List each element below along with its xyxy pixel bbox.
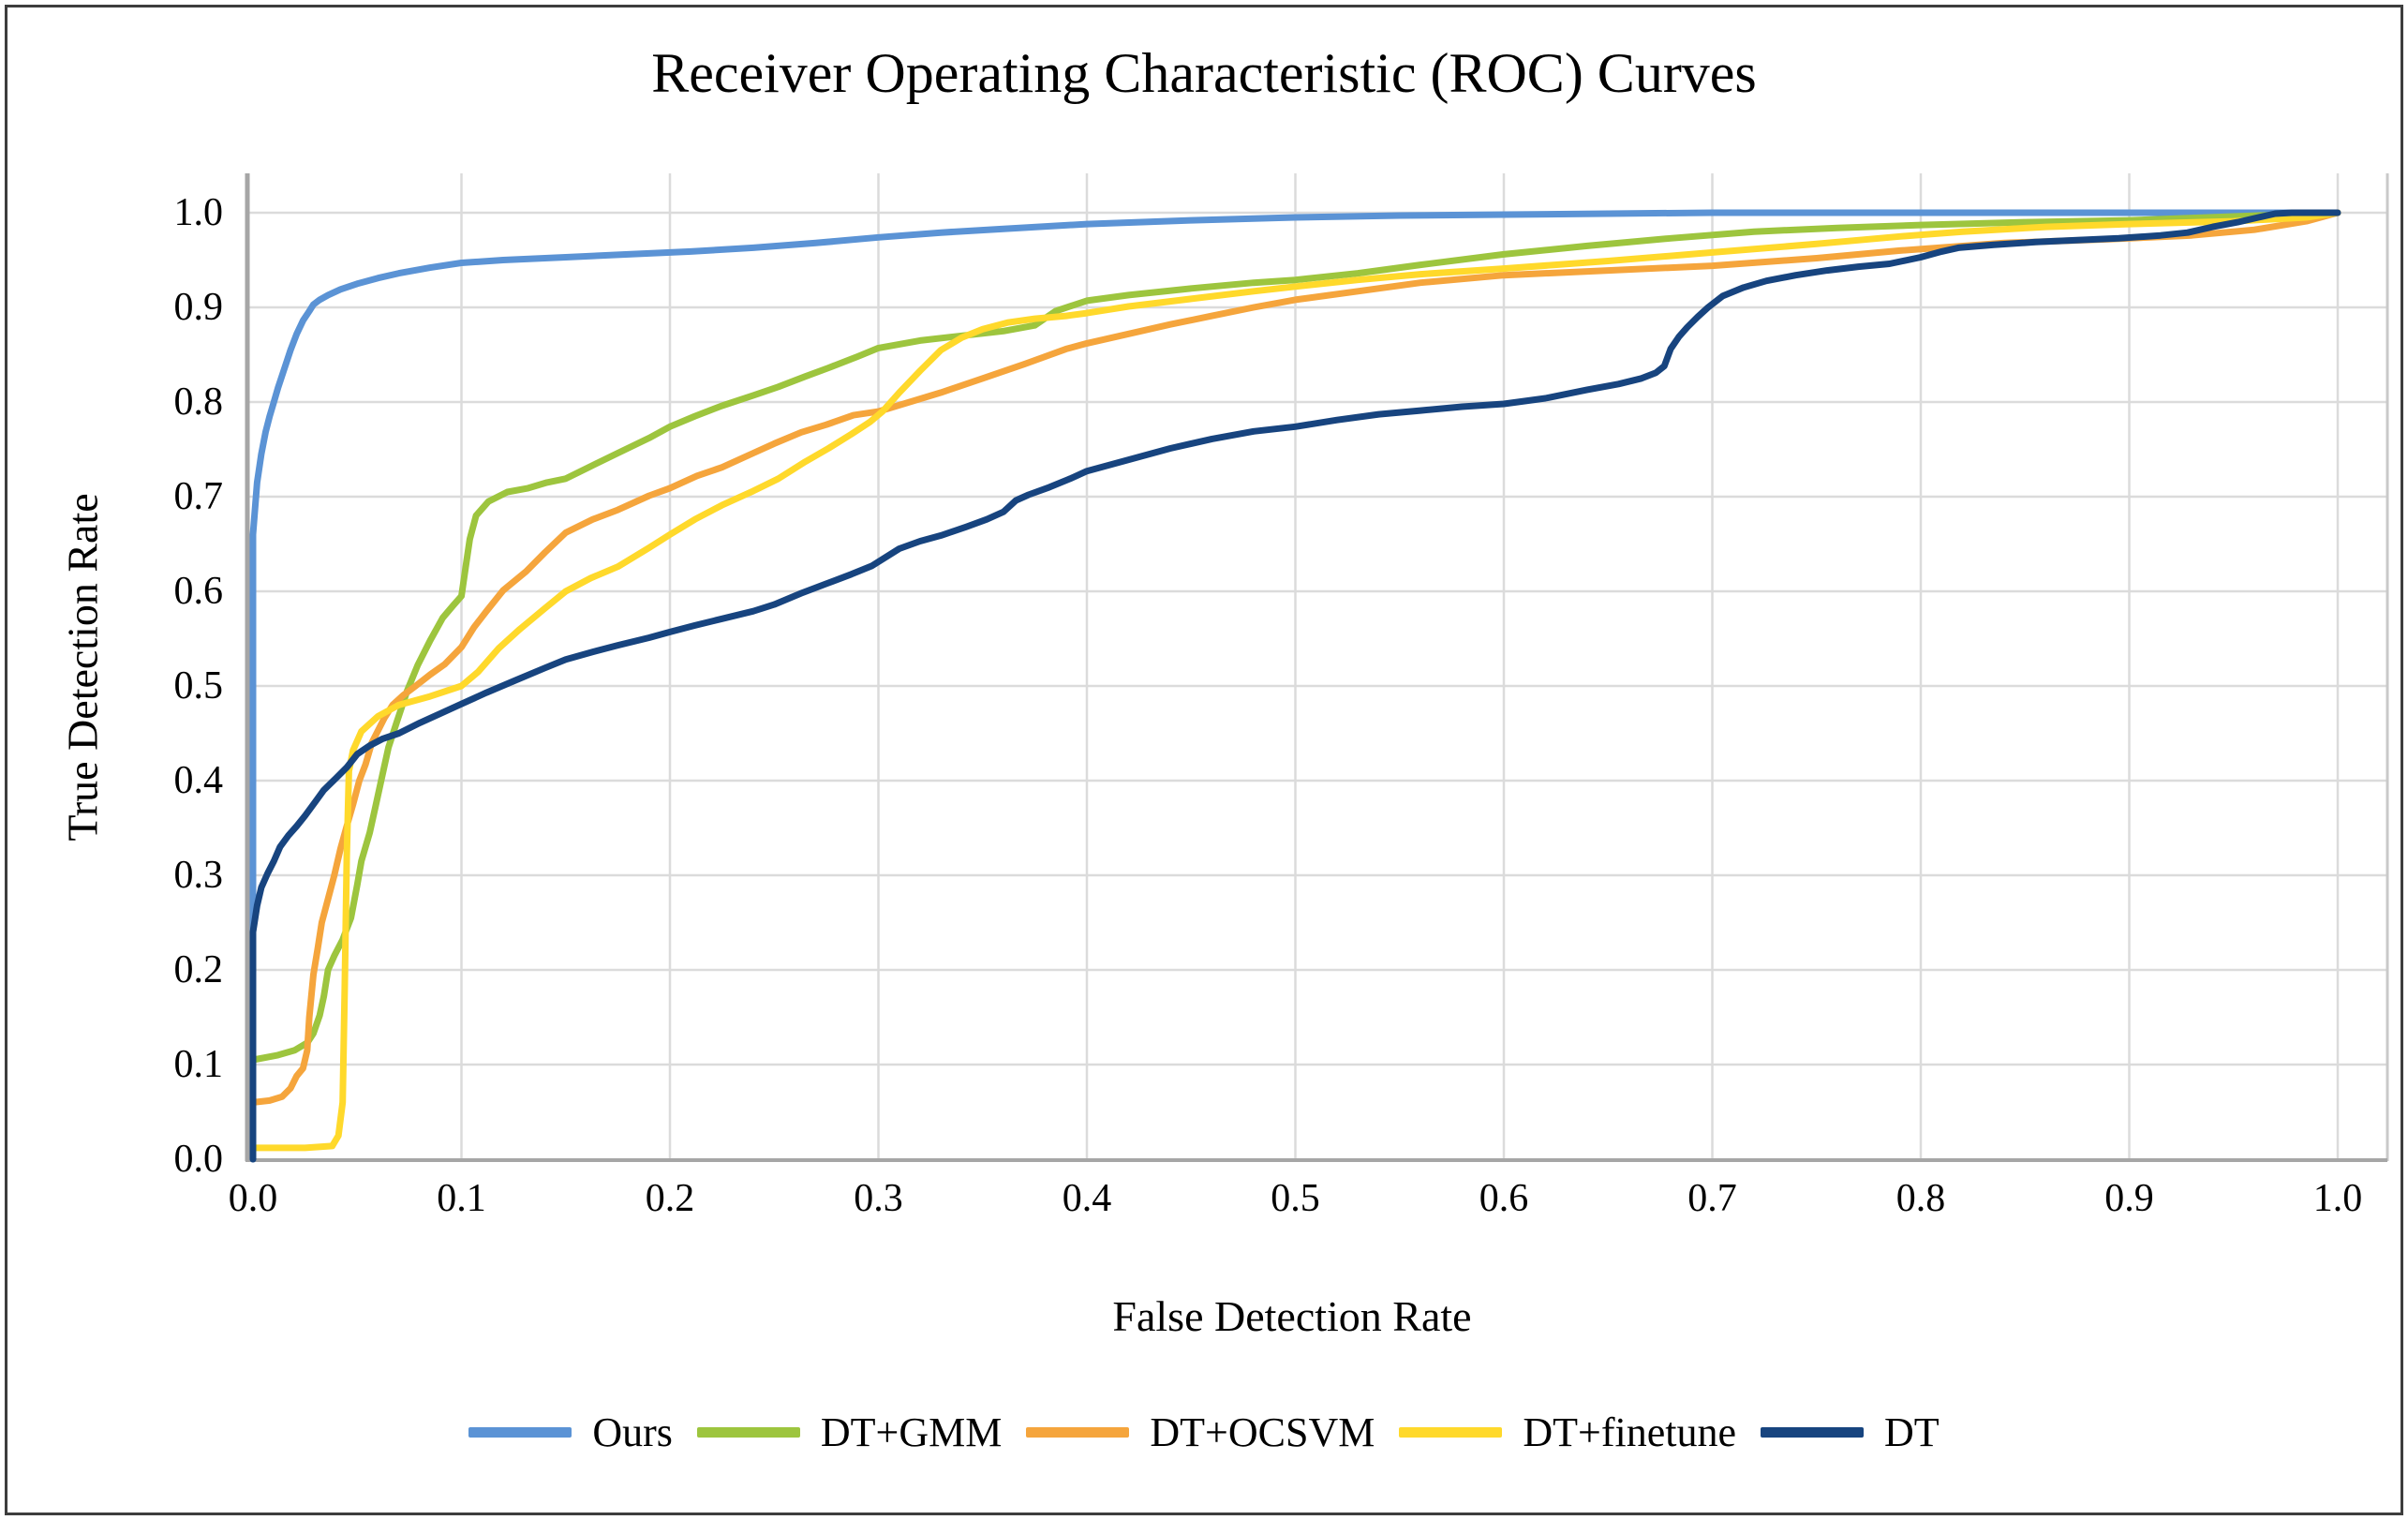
legend-swatch-icon xyxy=(1761,1426,1864,1438)
x-tick-label-0.6: 0.6 xyxy=(1479,1177,1529,1220)
legend-item-dt: DT xyxy=(1761,1408,1940,1456)
roc-curves xyxy=(249,209,2341,1163)
y-tick-label-0.8: 0.8 xyxy=(173,380,224,424)
y-tick-label-1.0: 1.0 xyxy=(173,191,224,234)
y-axis-title: True Detection Rate xyxy=(58,493,107,842)
x-tick-label-1.0: 1.0 xyxy=(2312,1177,2363,1220)
x-tick-label-0.2: 0.2 xyxy=(645,1177,695,1220)
roc-curve-dt-gmm xyxy=(249,209,2341,1064)
x-axis-title: False Detection Rate xyxy=(1112,1292,1472,1340)
y-tick-label-0.1: 0.1 xyxy=(173,1043,224,1086)
legend-item-dt-gmm: DT+GMM xyxy=(696,1408,1003,1456)
legend-label: DT+OCSVM xyxy=(1150,1408,1375,1455)
legend-item-ours: Ours xyxy=(468,1408,673,1456)
y-tick-label-0.9: 0.9 xyxy=(173,286,224,329)
y-tick-label-0.3: 0.3 xyxy=(173,854,224,897)
legend-swatch-icon xyxy=(1399,1426,1503,1438)
roc-curve-ours xyxy=(249,209,2341,1163)
legend-swatch-icon xyxy=(468,1426,572,1438)
legend-label: DT xyxy=(1884,1408,1940,1455)
y-tick-label-0.5: 0.5 xyxy=(173,664,224,708)
chart-title: Receiver Operating Characteristic (ROC) … xyxy=(651,42,1757,104)
y-tick-label-0.7: 0.7 xyxy=(173,475,224,518)
y-tick-label-0.2: 0.2 xyxy=(173,948,224,991)
x-tick-label-0.7: 0.7 xyxy=(1687,1177,1737,1220)
x-tick-label-0.5: 0.5 xyxy=(1271,1177,1320,1220)
x-tick-label-0.8: 0.8 xyxy=(1895,1177,1946,1220)
legend-label: DT+GMM xyxy=(820,1408,1003,1455)
legend-swatch-icon xyxy=(696,1426,800,1438)
y-tick-label-0.4: 0.4 xyxy=(173,759,224,802)
roc-curve-dt-finetune xyxy=(249,209,2341,1152)
x-tick-label-0.0: 0.0 xyxy=(228,1177,278,1220)
y-tick-label-0.6: 0.6 xyxy=(173,570,224,613)
roc-curve-dt xyxy=(249,209,2341,1163)
x-tick-label-0.3: 0.3 xyxy=(854,1177,903,1220)
x-tick-label-0.1: 0.1 xyxy=(437,1177,486,1220)
gridlines xyxy=(247,173,2387,1161)
axes xyxy=(245,173,2389,1162)
legend-item-dt-ocsvm: DT+OCSVM xyxy=(1026,1408,1375,1456)
legend-label: DT+finetune xyxy=(1523,1408,1736,1455)
y-tick-label-0.0: 0.0 xyxy=(173,1138,224,1181)
x-tick-label-0.9: 0.9 xyxy=(2104,1177,2154,1220)
roc-curve-dt-ocsvm xyxy=(249,209,2341,1106)
legend-item-dt-finetune: DT+finetune xyxy=(1399,1408,1736,1456)
legend-swatch-icon xyxy=(1026,1426,1130,1438)
legend: Ours DT+GMM DT+OCSVM DT+finetune DT xyxy=(0,1404,2408,1460)
x-tick-label-0.4: 0.4 xyxy=(1062,1177,1112,1220)
legend-label: Ours xyxy=(592,1408,673,1455)
